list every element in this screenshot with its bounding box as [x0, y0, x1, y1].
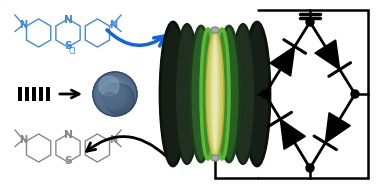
Circle shape: [99, 79, 127, 106]
Polygon shape: [315, 40, 340, 70]
Ellipse shape: [211, 27, 219, 33]
Ellipse shape: [218, 26, 240, 162]
Circle shape: [104, 83, 121, 99]
Circle shape: [108, 88, 115, 93]
Bar: [18, 87, 22, 101]
Circle shape: [98, 77, 129, 108]
Text: N: N: [109, 20, 117, 30]
Text: S: S: [64, 41, 72, 51]
Circle shape: [261, 90, 269, 98]
Circle shape: [110, 89, 113, 92]
Circle shape: [101, 80, 126, 105]
Circle shape: [94, 73, 136, 115]
Polygon shape: [280, 119, 305, 149]
Circle shape: [99, 78, 129, 107]
Ellipse shape: [160, 22, 186, 166]
Text: S: S: [64, 156, 72, 166]
Circle shape: [105, 85, 119, 98]
Bar: [32, 87, 36, 101]
Circle shape: [99, 76, 119, 96]
Ellipse shape: [215, 29, 229, 159]
Text: N: N: [109, 135, 117, 145]
Circle shape: [95, 74, 133, 113]
Circle shape: [102, 81, 124, 103]
Circle shape: [98, 77, 130, 109]
Circle shape: [93, 72, 137, 116]
Bar: [25, 87, 29, 101]
Text: N: N: [64, 15, 73, 25]
Ellipse shape: [206, 30, 224, 158]
Circle shape: [107, 86, 116, 95]
Bar: [46, 87, 50, 101]
Circle shape: [104, 92, 117, 105]
Circle shape: [108, 87, 115, 94]
Circle shape: [93, 72, 137, 116]
Ellipse shape: [244, 22, 270, 166]
Circle shape: [96, 75, 133, 112]
Polygon shape: [325, 113, 350, 143]
Text: N: N: [19, 135, 27, 145]
Circle shape: [102, 82, 123, 102]
Circle shape: [100, 79, 127, 106]
Text: Cl: Cl: [68, 47, 76, 56]
Circle shape: [110, 89, 112, 91]
Circle shape: [96, 76, 133, 113]
Polygon shape: [270, 46, 295, 76]
Circle shape: [94, 73, 135, 114]
Bar: [39, 87, 43, 101]
Circle shape: [106, 85, 118, 97]
Ellipse shape: [201, 29, 215, 159]
Circle shape: [97, 76, 131, 110]
Circle shape: [103, 82, 122, 101]
Circle shape: [104, 84, 135, 114]
Circle shape: [107, 86, 117, 96]
Ellipse shape: [209, 32, 221, 156]
Text: N: N: [64, 130, 73, 140]
Circle shape: [306, 18, 314, 26]
Ellipse shape: [190, 26, 212, 162]
Circle shape: [100, 83, 126, 109]
Ellipse shape: [175, 24, 199, 164]
Ellipse shape: [211, 155, 219, 161]
Circle shape: [306, 164, 314, 172]
Circle shape: [109, 88, 114, 93]
Circle shape: [95, 74, 135, 113]
Circle shape: [101, 80, 125, 104]
Circle shape: [105, 84, 120, 99]
Text: N: N: [19, 20, 27, 30]
Circle shape: [93, 72, 137, 116]
Ellipse shape: [212, 36, 218, 152]
Circle shape: [104, 83, 121, 100]
Ellipse shape: [231, 24, 255, 164]
Circle shape: [97, 76, 132, 111]
Circle shape: [351, 90, 359, 98]
